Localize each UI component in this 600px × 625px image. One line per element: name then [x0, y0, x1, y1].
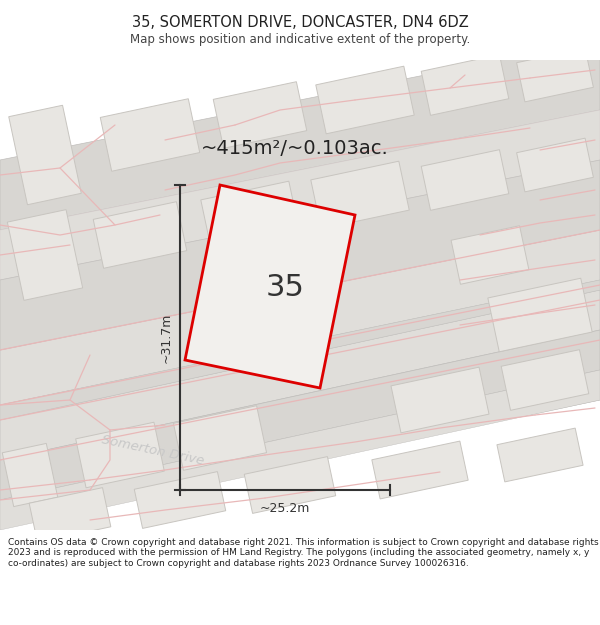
Polygon shape [0, 290, 600, 460]
Polygon shape [517, 48, 593, 102]
Polygon shape [100, 99, 200, 171]
Polygon shape [0, 370, 600, 525]
Polygon shape [316, 66, 414, 134]
Polygon shape [421, 149, 509, 211]
Polygon shape [2, 443, 58, 507]
Text: ~415m²/~0.103ac.: ~415m²/~0.103ac. [201, 139, 389, 158]
Polygon shape [0, 280, 600, 420]
Text: ~25.2m: ~25.2m [260, 501, 310, 514]
Text: Map shows position and indicative extent of the property.: Map shows position and indicative extent… [130, 34, 470, 46]
Polygon shape [311, 161, 409, 229]
Polygon shape [488, 278, 592, 352]
Polygon shape [372, 441, 468, 499]
Polygon shape [0, 160, 600, 350]
Polygon shape [244, 457, 336, 513]
Polygon shape [0, 230, 600, 405]
Polygon shape [173, 406, 266, 470]
Polygon shape [451, 226, 529, 284]
Polygon shape [501, 349, 589, 411]
Polygon shape [134, 472, 226, 528]
Text: 35: 35 [266, 272, 304, 301]
Text: 35, SOMERTON DRIVE, DONCASTER, DN4 6DZ: 35, SOMERTON DRIVE, DONCASTER, DN4 6DZ [131, 15, 469, 30]
Polygon shape [0, 370, 600, 530]
Polygon shape [213, 82, 307, 148]
Polygon shape [29, 488, 111, 542]
Text: Contains OS data © Crown copyright and database right 2021. This information is : Contains OS data © Crown copyright and d… [8, 538, 599, 568]
Text: Somerton Drive: Somerton Drive [100, 432, 205, 468]
Polygon shape [76, 422, 164, 488]
Text: ~31.7m: ~31.7m [160, 312, 173, 362]
Polygon shape [421, 54, 509, 116]
Polygon shape [0, 330, 600, 500]
Polygon shape [7, 209, 83, 301]
Polygon shape [9, 105, 81, 205]
Polygon shape [0, 110, 600, 280]
Polygon shape [185, 185, 355, 388]
Polygon shape [0, 40, 600, 230]
Polygon shape [201, 181, 299, 249]
Polygon shape [497, 428, 583, 482]
Polygon shape [517, 138, 593, 192]
Polygon shape [93, 202, 187, 268]
Polygon shape [391, 367, 489, 433]
